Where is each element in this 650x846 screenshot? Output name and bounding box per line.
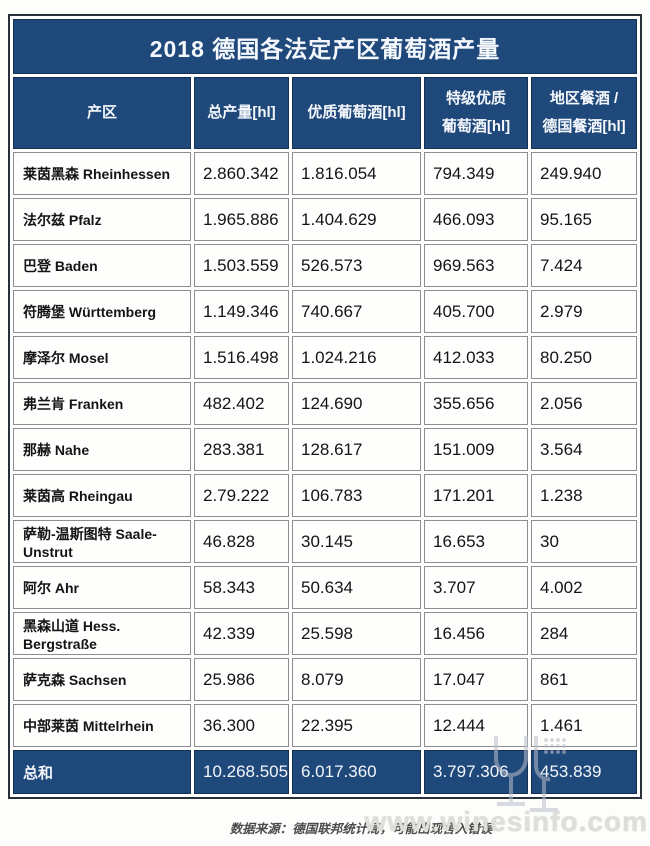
value-cell: 106.783	[292, 474, 421, 517]
value-cell: 1.404.629	[292, 198, 421, 241]
value-cell: 861	[531, 658, 637, 701]
table-row: 中部莱茵 Mittelrhein 36.300 22.395 12.444 1.…	[13, 704, 637, 747]
value-cell: 794.349	[424, 152, 528, 195]
value-cell: 1.149.346	[194, 290, 289, 333]
value-cell: 1.516.498	[194, 336, 289, 379]
value-cell: 2.056	[531, 382, 637, 425]
value-cell: 7.424	[531, 244, 637, 287]
value-cell: 42.339	[194, 612, 289, 655]
value-cell: 2.860.342	[194, 152, 289, 195]
region-cell: 中部莱茵 Mittelrhein	[13, 704, 191, 747]
value-cell: 16.653	[424, 520, 528, 563]
value-cell: 283.381	[194, 428, 289, 471]
table-row: 阿尔 Ahr 58.343 50.634 3.707 4.002	[13, 566, 637, 609]
table-row: 符腾堡 Württemberg 1.149.346 740.667 405.70…	[13, 290, 637, 333]
value-cell: 1.238	[531, 474, 637, 517]
region-cell: 阿尔 Ahr	[13, 566, 191, 609]
value-cell: 1.965.886	[194, 198, 289, 241]
value-cell: 482.402	[194, 382, 289, 425]
value-cell: 124.690	[292, 382, 421, 425]
value-cell: 8.079	[292, 658, 421, 701]
value-cell: 16.456	[424, 612, 528, 655]
region-cell: 弗兰肯 Franken	[13, 382, 191, 425]
value-cell: 46.828	[194, 520, 289, 563]
value-cell: 30	[531, 520, 637, 563]
table-row: 萨勒-温斯图特 Saale-Unstrut 46.828 30.145 16.6…	[13, 520, 637, 563]
value-cell: 80.250	[531, 336, 637, 379]
total-value-cell: 453.839	[531, 750, 637, 794]
table-row: 黑森山道 Hess. Bergstraße 42.339 25.598 16.4…	[13, 612, 637, 655]
total-label-cell: 总和	[13, 750, 191, 794]
table-row: 法尔兹 Pfalz 1.965.886 1.404.629 466.093 95…	[13, 198, 637, 241]
table-row: 巴登 Baden 1.503.559 526.573 969.563 7.424	[13, 244, 637, 287]
table-row: 弗兰肯 Franken 482.402 124.690 355.656 2.05…	[13, 382, 637, 425]
value-cell: 1.461	[531, 704, 637, 747]
value-cell: 25.598	[292, 612, 421, 655]
value-cell: 284	[531, 612, 637, 655]
region-cell: 摩泽尔 Mosel	[13, 336, 191, 379]
region-cell: 黑森山道 Hess. Bergstraße	[13, 612, 191, 655]
value-cell: 171.201	[424, 474, 528, 517]
value-cell: 25.986	[194, 658, 289, 701]
value-cell: 355.656	[424, 382, 528, 425]
header-landwein-tafelwein: 地区餐酒 / 德国餐酒[hl]	[531, 77, 637, 149]
total-value-cell: 3.797.306	[424, 750, 528, 794]
region-cell: 符腾堡 Württemberg	[13, 290, 191, 333]
value-cell: 12.444	[424, 704, 528, 747]
table-row: 萨克森 Sachsen 25.986 8.079 17.047 861	[13, 658, 637, 701]
value-cell: 2.979	[531, 290, 637, 333]
table-body: 莱茵黑森 Rheinhessen 2.860.342 1.816.054 794…	[13, 152, 637, 747]
table-row: 莱茵高 Rheingau 2.79.222 106.783 171.201 1.…	[13, 474, 637, 517]
value-cell: 151.009	[424, 428, 528, 471]
total-value-cell: 10.268.505	[194, 750, 289, 794]
value-cell: 3.707	[424, 566, 528, 609]
header-region: 产区	[13, 77, 191, 149]
region-cell: 那赫 Nahe	[13, 428, 191, 471]
value-cell: 412.033	[424, 336, 528, 379]
region-cell: 法尔兹 Pfalz	[13, 198, 191, 241]
region-cell: 莱茵高 Rheingau	[13, 474, 191, 517]
value-cell: 249.940	[531, 152, 637, 195]
header-total-production: 总产量[hl]	[194, 77, 289, 149]
value-cell: 50.634	[292, 566, 421, 609]
table-header-row: 产区 总产量[hl] 优质葡萄酒[hl] 特级优质 葡萄酒[hl] 地区餐酒 /…	[13, 77, 637, 149]
table-total-row: 总和 10.268.505 6.017.360 3.797.306 453.83…	[13, 750, 637, 794]
total-value-cell: 6.017.360	[292, 750, 421, 794]
wine-production-table: 2018 德国各法定产区葡萄酒产量 产区 总产量[hl] 优质葡萄酒[hl] 特…	[8, 14, 642, 799]
table-title: 2018 德国各法定产区葡萄酒产量	[13, 19, 637, 74]
data-source-note: 数据来源：德国联邦统计局，可能出现舍入错误	[229, 822, 493, 836]
table-row: 那赫 Nahe 283.381 128.617 151.009 3.564	[13, 428, 637, 471]
region-cell: 萨克森 Sachsen	[13, 658, 191, 701]
region-cell: 莱茵黑森 Rheinhessen	[13, 152, 191, 195]
table-row: 莱茵黑森 Rheinhessen 2.860.342 1.816.054 794…	[13, 152, 637, 195]
value-cell: 3.564	[531, 428, 637, 471]
header-pradikat-wine: 特级优质 葡萄酒[hl]	[424, 77, 528, 149]
region-cell: 萨勒-温斯图特 Saale-Unstrut	[13, 520, 191, 563]
value-cell: 1.024.216	[292, 336, 421, 379]
header-quality-wine: 优质葡萄酒[hl]	[292, 77, 421, 149]
value-cell: 740.667	[292, 290, 421, 333]
value-cell: 466.093	[424, 198, 528, 241]
value-cell: 95.165	[531, 198, 637, 241]
value-cell: 128.617	[292, 428, 421, 471]
value-cell: 17.047	[424, 658, 528, 701]
region-cell: 巴登 Baden	[13, 244, 191, 287]
value-cell: 405.700	[424, 290, 528, 333]
value-cell: 1.816.054	[292, 152, 421, 195]
value-cell: 2.79.222	[194, 474, 289, 517]
value-cell: 58.343	[194, 566, 289, 609]
value-cell: 22.395	[292, 704, 421, 747]
value-cell: 4.002	[531, 566, 637, 609]
table-row: 摩泽尔 Mosel 1.516.498 1.024.216 412.033 80…	[13, 336, 637, 379]
value-cell: 30.145	[292, 520, 421, 563]
value-cell: 36.300	[194, 704, 289, 747]
value-cell: 526.573	[292, 244, 421, 287]
value-cell: 1.503.559	[194, 244, 289, 287]
value-cell: 969.563	[424, 244, 528, 287]
